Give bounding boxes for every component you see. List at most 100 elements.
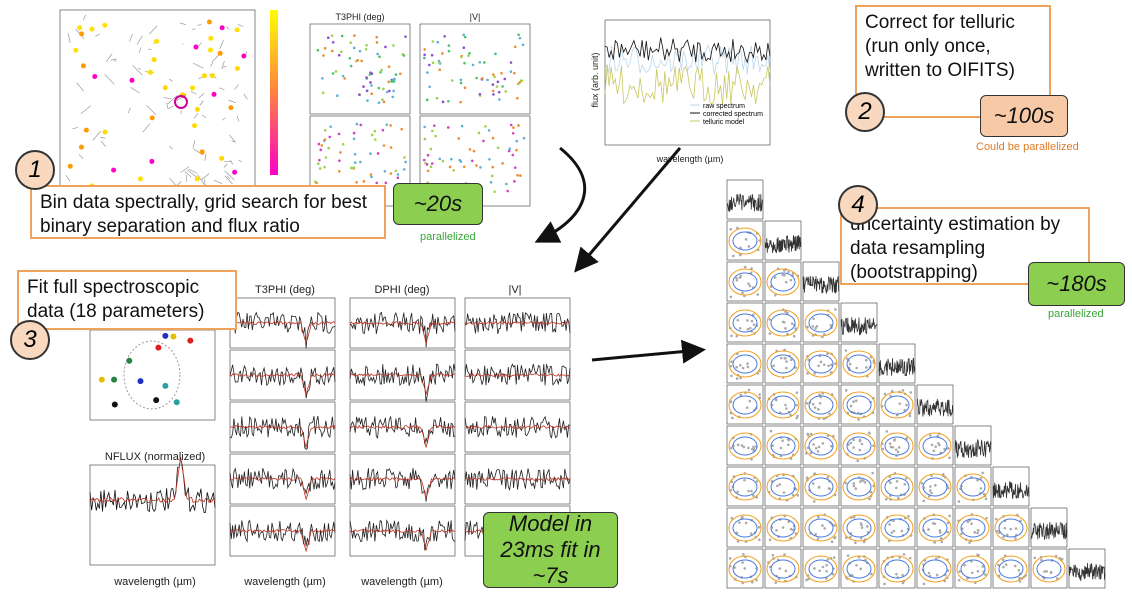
plot-dot <box>970 522 973 526</box>
plot-dot <box>241 53 247 59</box>
grid-arrow <box>197 42 202 47</box>
legend-label: corrected spectrum <box>703 111 763 118</box>
plot-dot <box>1040 558 1043 562</box>
plot-dot <box>321 91 325 95</box>
plot-dot <box>463 86 467 90</box>
plot-dot <box>1004 563 1008 566</box>
plot-dot <box>162 85 168 91</box>
step-number: 1 <box>15 150 55 190</box>
plot-dot <box>856 459 860 463</box>
plot-line <box>349 528 456 551</box>
plot-dot <box>423 56 426 60</box>
plot-dot <box>968 541 971 544</box>
contour <box>922 436 948 456</box>
plot-dot <box>739 246 742 250</box>
contour <box>766 268 800 296</box>
plot-dot <box>355 122 359 126</box>
plot-dot <box>478 60 482 64</box>
grid-arrow <box>180 166 190 173</box>
plot-dot <box>387 80 390 84</box>
contour <box>808 354 834 374</box>
contour <box>842 473 876 501</box>
plot-dot <box>334 70 338 73</box>
plot-dot <box>314 180 317 184</box>
plot-dot <box>219 25 225 31</box>
plot-dot <box>844 349 848 352</box>
plot-dot <box>729 488 733 492</box>
plot-dot <box>494 52 497 56</box>
plot-dot <box>516 96 519 100</box>
plot-line <box>917 398 954 417</box>
plot-dot <box>805 402 809 405</box>
plot-dot <box>958 570 961 573</box>
plot-dot <box>509 61 513 64</box>
plot-line <box>464 311 571 334</box>
contour <box>770 313 796 333</box>
plot-dot <box>784 403 787 407</box>
plot-dot <box>940 540 944 544</box>
plot-dot <box>796 494 799 497</box>
plot-frame <box>604 19 771 146</box>
plot-dot <box>976 569 980 573</box>
plot-dot <box>784 569 788 573</box>
plot-dot <box>729 446 733 450</box>
plot-dot <box>1013 564 1017 568</box>
plot-dot <box>323 165 326 169</box>
contour <box>956 473 990 501</box>
plot-dot <box>459 78 463 82</box>
contour <box>884 436 910 456</box>
plot-dot <box>192 123 198 129</box>
plot-dot <box>890 531 894 534</box>
plot-dot <box>73 47 79 53</box>
plot-line <box>349 373 456 396</box>
plot-dot <box>382 100 386 104</box>
plot-dot <box>379 70 382 74</box>
plot-dot <box>745 406 749 409</box>
plot-dot <box>729 364 733 368</box>
plot-dot <box>374 138 377 141</box>
plot-dot <box>748 326 752 330</box>
plot-dot <box>738 276 742 279</box>
plot-dot <box>319 148 323 152</box>
plot-dot <box>513 71 516 75</box>
plot-dot <box>795 416 798 420</box>
grid-arrow <box>234 84 239 90</box>
plot-dot <box>517 124 520 127</box>
plot-dot <box>883 582 886 586</box>
plot-dot <box>976 529 980 532</box>
plot-dot <box>774 398 778 402</box>
plot-dot <box>459 81 463 85</box>
plot-dot <box>735 334 738 338</box>
contour <box>1036 559 1062 579</box>
contour <box>842 555 876 583</box>
plot-dot <box>901 573 904 577</box>
plot-dot <box>746 365 750 369</box>
arrow <box>574 147 682 273</box>
grid-arrow <box>219 40 224 49</box>
plot-dot <box>784 280 788 284</box>
plot-dot <box>920 481 924 485</box>
plot-frame <box>916 384 954 425</box>
plot-dot <box>845 357 849 360</box>
plot-dot <box>209 73 215 79</box>
plot-dot <box>392 89 395 93</box>
plot-dot <box>234 27 240 33</box>
plot-dot <box>515 148 518 152</box>
contour <box>770 559 796 579</box>
plot-dot <box>861 479 865 482</box>
plot-dot <box>497 90 501 94</box>
plot-dot <box>826 476 830 479</box>
plot-line <box>349 424 456 448</box>
plot-dot <box>352 131 356 135</box>
plot-dot <box>441 52 444 55</box>
plot-line <box>840 317 878 336</box>
contour <box>804 309 838 337</box>
plot-dot <box>170 333 177 340</box>
grid-arrow <box>166 102 169 110</box>
plot-dot <box>460 55 463 59</box>
plot-dot <box>390 80 394 83</box>
plot-dot <box>742 445 746 449</box>
plot-dot <box>849 404 853 408</box>
plot-dot <box>322 54 325 57</box>
plot-dot <box>898 402 902 405</box>
